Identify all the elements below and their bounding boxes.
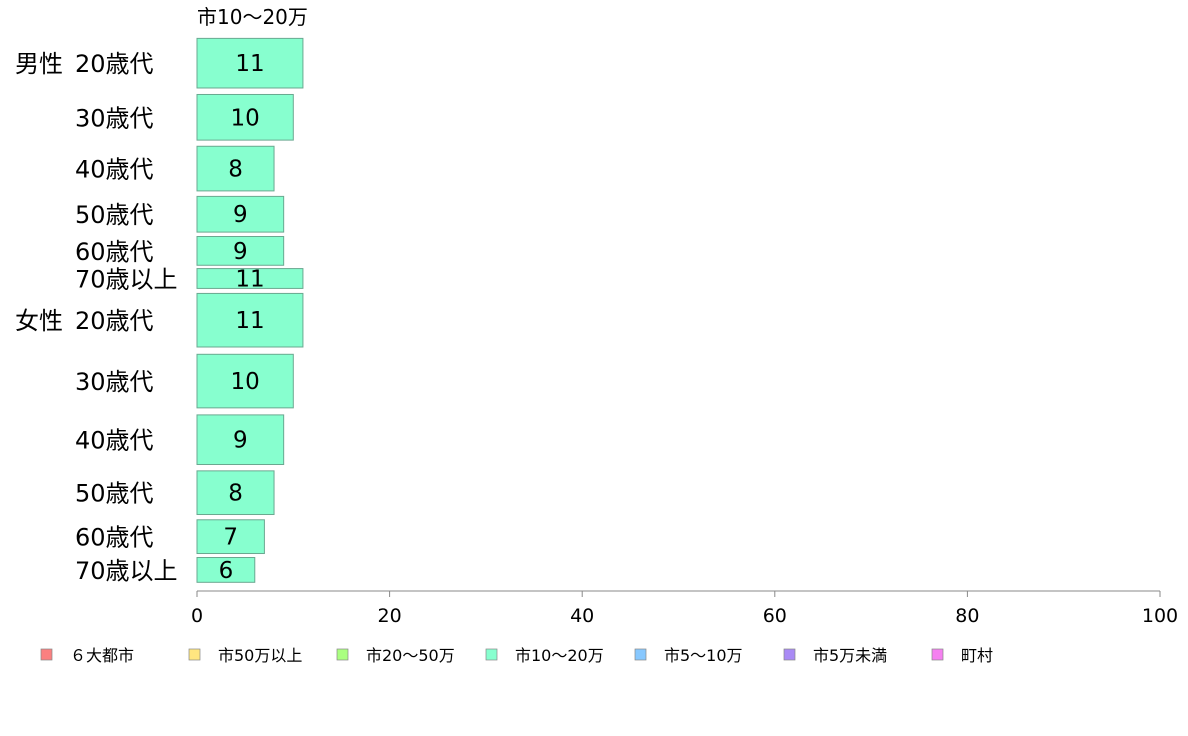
bar [196, 37, 304, 89]
legend-label: ６大都市 [70, 646, 134, 665]
bar [196, 470, 275, 516]
bar [196, 292, 304, 348]
legend-label: 市50万以上 [218, 646, 302, 665]
bar [196, 414, 285, 466]
bar-value-label: 10 [231, 105, 260, 131]
x-tick-label: 60 [763, 605, 787, 627]
bar [196, 145, 275, 192]
category-age-label: 50歳代 [75, 201, 154, 229]
legend: ６大都市 市50万以上 市20〜50万 市10〜20万 市5〜10万 市5万未満 町村 [40, 646, 993, 665]
legend-swatch [783, 648, 796, 661]
legend-label: 町村 [961, 646, 993, 665]
bar [196, 519, 265, 555]
category-age-label: 70歳以上 [75, 265, 178, 293]
legend-label: 市10〜20万 [515, 646, 604, 665]
category-age-label: 40歳代 [75, 427, 154, 455]
row-labels-layer: 20歳代男性30歳代40歳代50歳代60歳代70歳以上20歳代女性30歳代40歳… [15, 50, 178, 585]
bar-value-label: 9 [233, 428, 248, 454]
bar-value-label: 6 [219, 558, 234, 584]
legend-swatch [40, 648, 53, 661]
x-axis: 0 20 40 60 80 100 [191, 590, 1178, 627]
category-age-label: 60歳代 [75, 238, 154, 266]
category-age-label: 50歳代 [75, 480, 154, 508]
x-tick-label: 0 [191, 605, 203, 627]
bar-value-label: 9 [233, 239, 248, 265]
category-age-label: 20歳代 [75, 50, 154, 78]
legend-swatch [931, 648, 944, 661]
legend-label: 市20〜50万 [366, 646, 455, 665]
category-age-label: 70歳以上 [75, 557, 178, 585]
series-title-layer: 市10〜20万 [197, 5, 308, 29]
bar-value-label: 11 [235, 266, 264, 292]
series-title: 市10〜20万 [197, 5, 308, 29]
category-group-label: 女性 [15, 307, 63, 335]
category-age-label: 30歳代 [75, 368, 154, 396]
bar-value-label: 9 [233, 202, 248, 228]
legend-swatch [634, 648, 647, 661]
x-tick-label: 20 [378, 605, 402, 627]
x-tick-label: 40 [570, 605, 594, 627]
category-age-label: 40歳代 [75, 156, 154, 184]
bar [196, 195, 285, 233]
legend-label: 市5万未満 [813, 646, 887, 665]
x-tick-label: 100 [1142, 605, 1178, 627]
legend-swatch [188, 648, 201, 661]
bar [196, 268, 304, 289]
bar-value-label: 11 [235, 51, 264, 77]
legend-swatch [336, 648, 349, 661]
bar [196, 557, 256, 583]
category-age-label: 30歳代 [75, 104, 154, 132]
bar-value-label: 8 [228, 481, 243, 507]
legend-label: 市5〜10万 [664, 646, 743, 665]
bar [196, 353, 294, 409]
bar-value-label: 8 [228, 157, 243, 183]
legend-swatch [485, 648, 498, 661]
bar-value-label: 10 [231, 369, 260, 395]
bar [196, 93, 294, 141]
category-age-label: 60歳代 [75, 524, 154, 552]
bar-value-label: 11 [235, 308, 264, 334]
category-age-label: 20歳代 [75, 307, 154, 335]
x-tick-label: 80 [955, 605, 979, 627]
category-group-label: 男性 [15, 50, 63, 78]
bar [196, 235, 285, 266]
bar-value-label: 7 [223, 525, 238, 551]
